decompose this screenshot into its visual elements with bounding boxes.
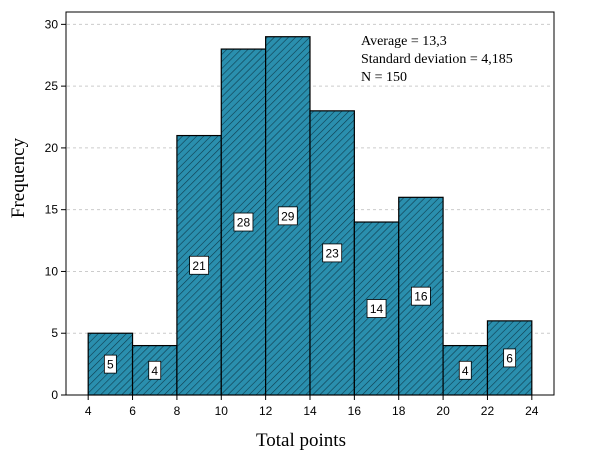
y-tick-label: 25 [45,79,59,93]
data-label-text: 6 [506,351,513,365]
data-label-box [411,286,431,306]
bar [486,320,533,396]
y-axis-ticks: 0 5 10 15 20 25 30 [45,17,66,402]
data-label-box [458,360,472,380]
data-label-text: 14 [370,302,384,316]
data-label-text: 21 [192,259,206,273]
data-label: 16 [411,286,431,306]
y-tick-label: 10 [45,264,59,278]
x-axis-title: Total points [256,430,346,451]
x-tick-label: 20 [436,404,450,418]
y-tick-label: 30 [45,17,59,31]
data-label-box [366,299,387,318]
data-label: 4 [458,360,472,380]
n-stat: N = 150 [361,70,407,85]
data-label-text: 5 [107,358,114,372]
data-label-box [233,212,254,232]
data-labels: 5 4 21 28 29 23 14 16 4 6 [103,206,517,380]
y-axis-title: Frequency [8,137,29,218]
data-label-text: 28 [237,216,251,230]
data-label-box [277,206,298,226]
data-label-box [322,243,343,263]
x-tick-label: 8 [174,404,181,418]
data-label-box [503,348,517,368]
data-label: 6 [503,348,517,368]
x-tick-label: 10 [215,404,229,418]
data-label: 14 [366,299,387,318]
data-label: 5 [103,354,117,374]
data-label: 4 [148,360,162,380]
data-label-text: 4 [462,364,469,378]
data-label-box [103,354,117,374]
x-tick-label: 22 [481,404,495,418]
x-tick-label: 18 [392,404,406,418]
data-label-text: 4 [151,364,158,378]
average-stat: Average = 13,3 [361,34,447,49]
data-label: 21 [189,255,209,275]
data-label: 23 [322,243,343,263]
data-label-text: 23 [326,246,340,260]
data-label-text: 29 [281,209,295,223]
x-tick-label: 16 [348,404,362,418]
x-tick-label: 12 [259,404,273,418]
data-label-text: 16 [414,290,428,304]
std-dev-stat: Standard deviation = 4,185 [361,52,513,67]
stats-annotation: Average = 13,3 Standard deviation = 4,18… [361,34,513,85]
y-tick-label: 20 [45,141,59,155]
x-tick-label: 24 [525,404,539,418]
x-tick-label: 14 [303,404,317,418]
data-label: 29 [277,206,298,226]
y-tick-label: 0 [51,388,58,402]
data-label-box [189,255,209,275]
x-tick-label: 4 [85,404,92,418]
data-label-box [148,360,162,380]
data-label: 28 [233,212,254,232]
x-axis-ticks: 4 6 8 10 12 14 16 18 20 22 24 [85,395,539,418]
bar [131,344,178,396]
y-tick-label: 15 [45,203,59,217]
y-tick-label: 5 [51,326,58,340]
x-tick-label: 6 [129,404,136,418]
